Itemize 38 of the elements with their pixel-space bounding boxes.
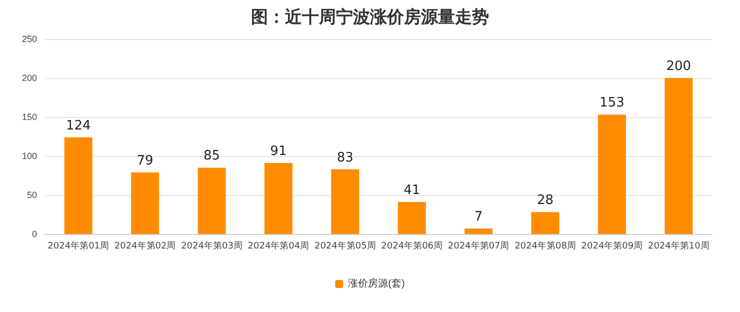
chart-title: 图：近十周宁波涨价房源量走势 [251,8,489,28]
data-label: 28 [536,193,554,208]
data-label: 41 [404,183,420,198]
data-label: 83 [336,150,354,166]
data-label: 85 [203,148,220,164]
x-tick-label: 2024年第05周 [314,240,376,252]
data-label: 7 [474,210,483,225]
y-tick-label: 100 [22,151,37,161]
bar [64,137,92,234]
legend-label: 涨价房源(套) [348,278,405,290]
bar [131,172,160,234]
x-tick-label: 2024年第04周 [248,240,310,252]
data-label: 200 [666,59,692,74]
y-tick-label: 0 [32,229,37,239]
bar [198,168,226,234]
x-tick-label: 2024年第02周 [114,240,176,252]
y-tick-label: 150 [22,112,37,122]
bar [398,202,426,234]
bar [331,169,360,234]
x-tick-label: 2024年第10周 [648,240,710,252]
y-tick-label: 200 [22,73,37,83]
bar [464,228,493,234]
data-label: 153 [600,96,624,111]
x-tick-label: 2024年第08周 [514,240,576,252]
data-label: 79 [136,153,154,168]
y-tick-label: 50 [26,190,37,200]
bar [531,212,560,234]
data-label: 124 [66,118,91,134]
data-label: 91 [270,144,287,160]
x-tick-label: 2024年第06周 [381,240,443,252]
bar [264,163,292,234]
bar [598,114,626,234]
y-tick-label: 250 [22,34,37,44]
x-tick-label: 2024年第03周 [181,240,242,252]
x-tick-label: 2024年第09周 [581,240,643,252]
x-tick-label: 2024年第07周 [448,240,510,252]
x-tick-label: 2024年第01周 [48,240,110,252]
bar [664,78,693,234]
